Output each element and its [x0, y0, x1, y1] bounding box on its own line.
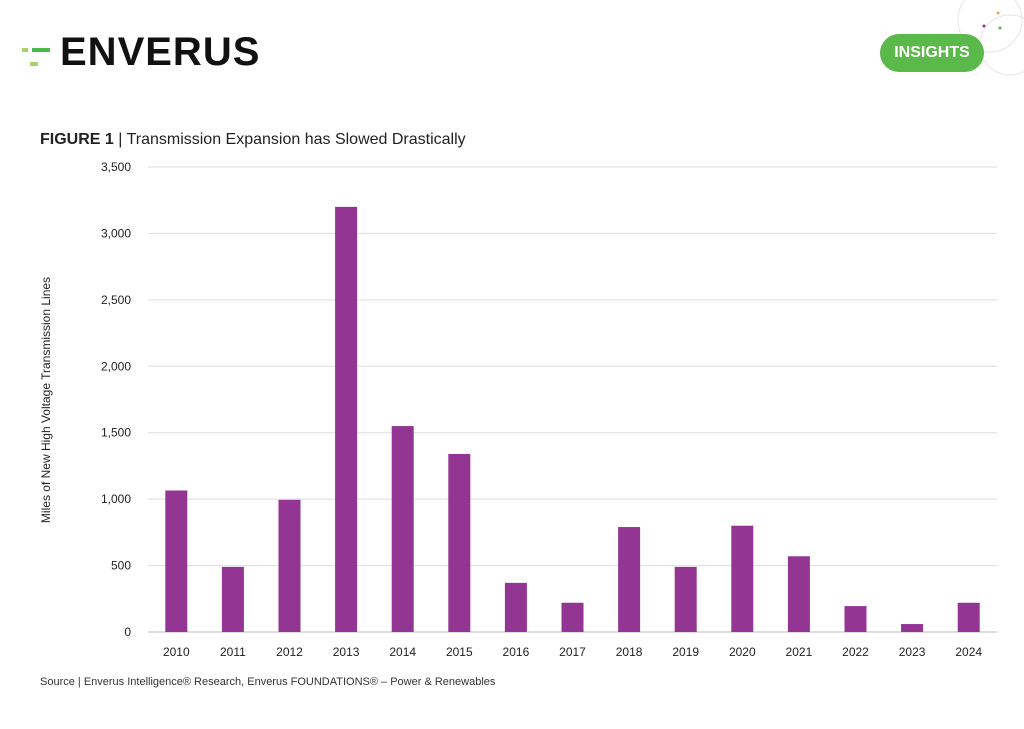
logo-text: ENVERUS	[60, 30, 261, 74]
y-tick-label: 500	[111, 559, 131, 573]
x-tick-label: 2010	[163, 645, 190, 659]
bar-2016	[504, 582, 527, 632]
y-tick-label: 0	[124, 625, 131, 639]
y-tick-label: 3,500	[101, 160, 131, 174]
x-tick-label: 2012	[276, 645, 303, 659]
x-tick-label: 2024	[955, 645, 982, 659]
bar-2017	[561, 602, 584, 632]
bar-2022	[844, 606, 867, 632]
y-tick-label: 3,000	[101, 226, 131, 240]
y-tick-label: 1,000	[101, 492, 131, 506]
y-tick-label: 1,500	[101, 426, 131, 440]
x-tick-label: 2015	[446, 645, 473, 659]
bar-2014	[391, 426, 414, 632]
bar-2023	[901, 624, 924, 632]
bar-2019	[674, 566, 697, 632]
bar-2018	[618, 527, 641, 632]
x-tick-label: 2011	[220, 645, 246, 659]
insights-badge: INSIGHTS	[880, 34, 984, 72]
bar-2015	[448, 453, 471, 632]
bar-2012	[278, 499, 301, 632]
bar-2010	[165, 490, 188, 632]
bar-2020	[731, 525, 754, 632]
figure-label: FIGURE 1	[40, 131, 114, 148]
x-tick-label: 2016	[503, 645, 530, 659]
source-note: Source | Enverus Intelligence® Research,…	[40, 676, 496, 688]
bar-2021	[787, 556, 810, 632]
x-tick-label: 2019	[672, 645, 699, 659]
y-tick-label: 2,500	[101, 293, 131, 307]
bar-2024	[957, 602, 980, 632]
x-tick-label: 2017	[559, 645, 586, 659]
x-tick-label: 2020	[729, 645, 756, 659]
bar-2011	[221, 566, 244, 632]
x-tick-label: 2014	[389, 645, 416, 659]
x-tick-label: 2021	[786, 645, 813, 659]
figure-title-text: Transmission Expansion has Slowed Drasti…	[126, 131, 466, 148]
figure-title: FIGURE 1 | Transmission Expansion has Sl…	[40, 131, 466, 149]
logo-mark-icon	[22, 48, 50, 66]
bar-2013	[335, 206, 358, 632]
y-axis-label: Miles of New High Voltage Transmission L…	[39, 277, 53, 523]
y-tick-label: 2,000	[101, 359, 131, 373]
x-tick-label: 2018	[616, 645, 643, 659]
x-tick-label: 2022	[842, 645, 869, 659]
enverus-logo: ENVERUS	[22, 30, 259, 74]
x-tick-label: 2013	[333, 645, 360, 659]
figure-separator: |	[113, 131, 127, 148]
x-tick-label: 2023	[899, 645, 926, 659]
